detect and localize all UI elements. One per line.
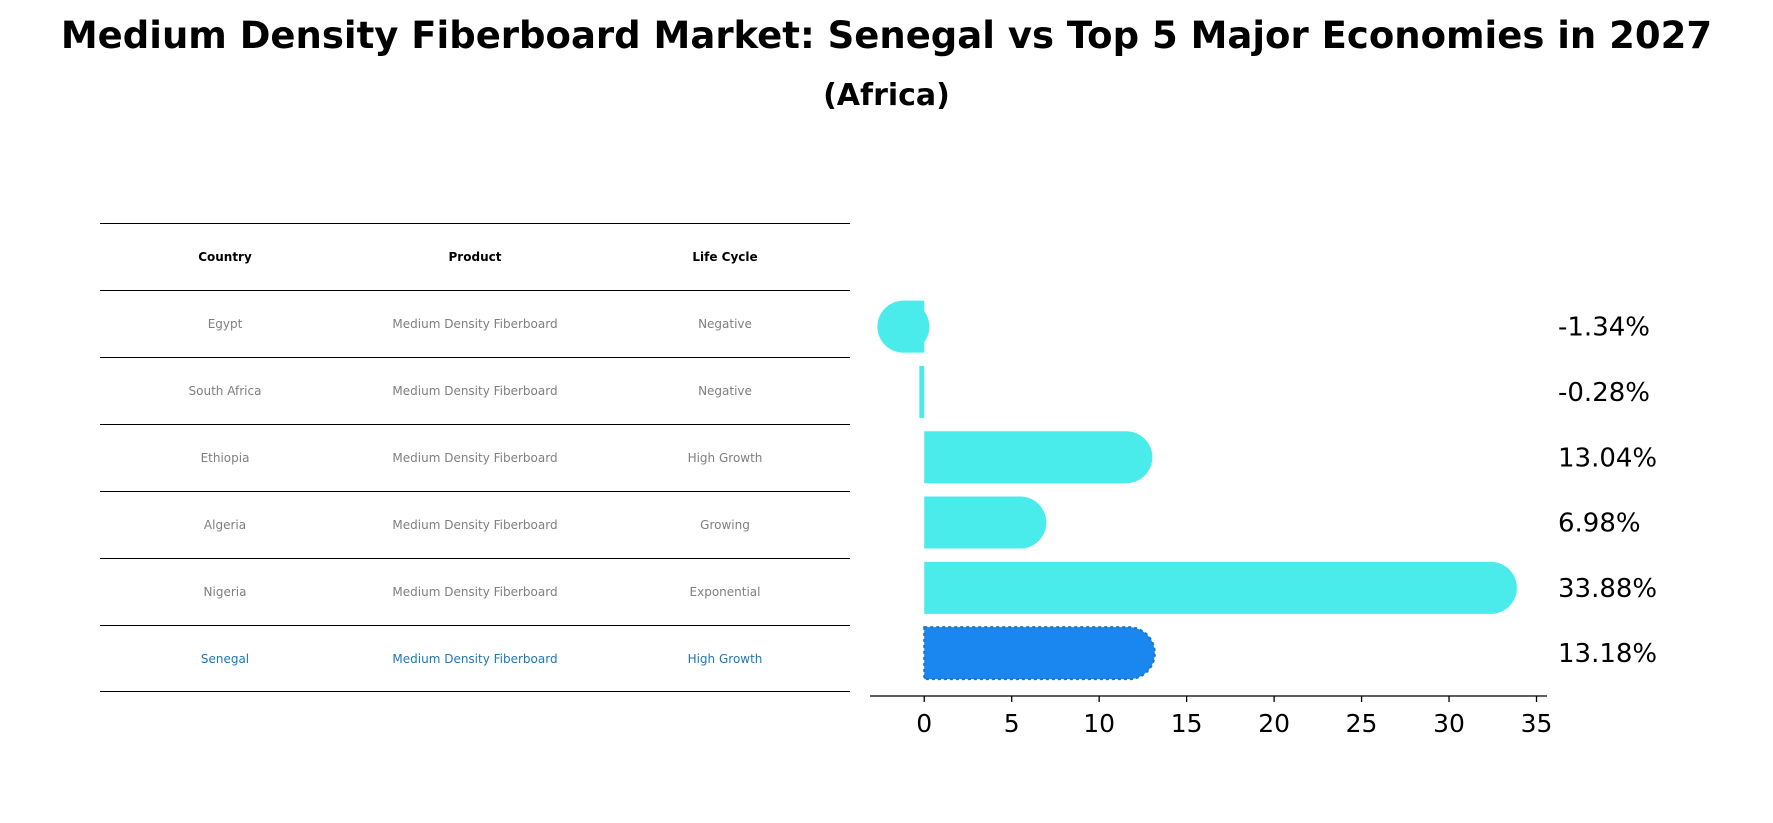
cell-country: Egypt xyxy=(207,317,243,331)
cell-life-cycle: Negative xyxy=(698,317,752,331)
cell-country: Senegal xyxy=(200,651,250,666)
header-country: Country xyxy=(198,250,252,264)
cell-life-cycle: Exponential xyxy=(689,585,761,599)
bar xyxy=(919,365,925,418)
header-life-cycle: Life Cycle xyxy=(692,250,758,264)
bar-value-label: 13.18% xyxy=(1558,639,1657,669)
table-row: Ethiopia Medium Density Fiberboard High … xyxy=(100,424,850,491)
header-product: Product xyxy=(448,250,502,264)
bar-highlight xyxy=(923,626,1156,681)
bar-cap xyxy=(877,300,930,353)
bar xyxy=(924,496,1047,549)
cell-life-cycle: High Growth xyxy=(687,451,763,465)
table-row: South Africa Medium Density Fiberboard N… xyxy=(100,357,850,424)
x-tick-label: 35 xyxy=(1521,709,1553,738)
x-tick-label: 5 xyxy=(1004,709,1020,738)
bar-value-label: 6.98% xyxy=(1558,509,1641,539)
x-tick-label: 15 xyxy=(1171,709,1203,738)
bar-value-label: 13.04% xyxy=(1558,443,1657,473)
x-tick-label: 0 xyxy=(916,709,932,738)
table-row: Egypt Medium Density Fiberboard Negative xyxy=(100,290,850,357)
cell-life-cycle: Growing xyxy=(700,518,750,532)
table-row-highlight: Senegal Medium Density Fiberboard High G… xyxy=(100,625,850,692)
chart-subtitle: (Africa) xyxy=(823,78,950,113)
x-tick-label: 20 xyxy=(1258,709,1290,738)
bar xyxy=(924,561,1517,614)
cell-product: Medium Density Fiberboard xyxy=(392,585,558,599)
table-row: Algeria Medium Density Fiberboard Growin… xyxy=(100,491,850,558)
x-tick-label: 25 xyxy=(1346,709,1378,738)
x-tick-label: 10 xyxy=(1083,709,1115,738)
data-table: Country Product Life Cycle Egypt Medium … xyxy=(100,223,850,692)
bar-value-label: -0.28% xyxy=(1558,378,1650,408)
cell-country: Nigeria xyxy=(203,585,247,599)
bar xyxy=(924,431,1153,484)
cell-product: Medium Density Fiberboard xyxy=(392,651,558,666)
bar-value-label: 33.88% xyxy=(1558,574,1657,604)
bar-value-label: -1.34% xyxy=(1558,313,1650,343)
cell-product: Medium Density Fiberboard xyxy=(392,317,558,331)
cell-product: Medium Density Fiberboard xyxy=(392,518,558,532)
table-row: Nigeria Medium Density Fiberboard Expone… xyxy=(100,558,850,625)
cell-life-cycle: Negative xyxy=(698,384,752,398)
cell-life-cycle: High Growth xyxy=(687,651,763,666)
cell-product: Medium Density Fiberboard xyxy=(392,451,558,465)
table-header-row: Country Product Life Cycle xyxy=(100,223,850,290)
cell-country: South Africa xyxy=(188,384,262,398)
cell-country: Algeria xyxy=(203,518,247,532)
cell-product: Medium Density Fiberboard xyxy=(392,384,558,398)
cell-country: Ethiopia xyxy=(200,451,250,465)
chart-title: Medium Density Fiberboard Market: Senega… xyxy=(60,14,1713,57)
x-tick-label: 30 xyxy=(1433,709,1465,738)
